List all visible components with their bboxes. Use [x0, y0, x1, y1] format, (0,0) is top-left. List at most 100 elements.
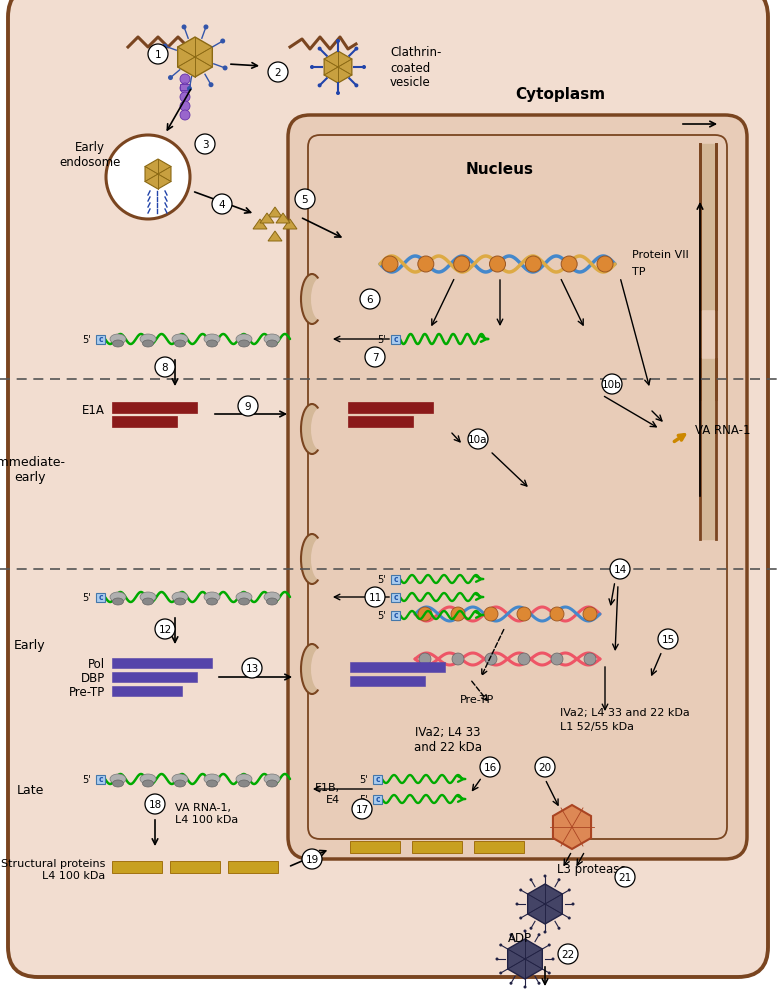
Ellipse shape: [110, 592, 126, 602]
Polygon shape: [508, 939, 542, 979]
Circle shape: [148, 45, 168, 65]
Circle shape: [318, 84, 322, 88]
Ellipse shape: [238, 598, 249, 605]
Circle shape: [195, 135, 215, 155]
Ellipse shape: [206, 780, 217, 787]
Polygon shape: [553, 805, 591, 849]
Circle shape: [558, 879, 561, 882]
Circle shape: [583, 607, 597, 621]
Ellipse shape: [110, 774, 126, 784]
Circle shape: [548, 943, 551, 946]
FancyBboxPatch shape: [412, 841, 462, 853]
Circle shape: [295, 190, 315, 210]
Circle shape: [516, 903, 519, 906]
Ellipse shape: [264, 592, 280, 602]
Text: 4: 4: [219, 200, 225, 210]
Ellipse shape: [264, 774, 280, 784]
Circle shape: [530, 926, 533, 929]
Text: 5': 5': [359, 794, 368, 804]
FancyBboxPatch shape: [391, 575, 400, 583]
Text: VA RNA-1,
L4 100 kDa: VA RNA-1, L4 100 kDa: [175, 802, 238, 824]
Circle shape: [509, 933, 513, 936]
FancyBboxPatch shape: [112, 403, 197, 414]
FancyBboxPatch shape: [348, 416, 413, 427]
Circle shape: [182, 26, 186, 31]
Circle shape: [180, 75, 190, 84]
FancyBboxPatch shape: [96, 774, 105, 783]
Text: 10a: 10a: [468, 434, 488, 444]
Text: c: c: [375, 774, 380, 783]
Circle shape: [382, 256, 398, 272]
Circle shape: [451, 607, 465, 621]
Circle shape: [106, 136, 190, 220]
Text: Early: Early: [14, 638, 46, 651]
Circle shape: [561, 256, 577, 272]
Circle shape: [354, 48, 358, 52]
Text: 10b: 10b: [602, 380, 622, 390]
Polygon shape: [283, 220, 297, 230]
Ellipse shape: [172, 335, 188, 345]
Circle shape: [163, 45, 167, 50]
Circle shape: [238, 397, 258, 416]
FancyBboxPatch shape: [112, 672, 197, 682]
Ellipse shape: [311, 409, 329, 450]
Circle shape: [495, 957, 499, 960]
Text: Cytoplasm: Cytoplasm: [515, 87, 605, 102]
Text: Clathrin-
coated
vesicle: Clathrin- coated vesicle: [390, 47, 442, 89]
Polygon shape: [260, 214, 274, 224]
FancyBboxPatch shape: [348, 403, 433, 414]
Text: Pol: Pol: [88, 657, 105, 670]
Circle shape: [602, 375, 622, 395]
FancyBboxPatch shape: [391, 592, 400, 602]
Text: 19: 19: [305, 854, 319, 864]
Circle shape: [584, 653, 596, 665]
Circle shape: [551, 653, 563, 665]
Circle shape: [223, 67, 227, 72]
Circle shape: [538, 982, 541, 985]
Circle shape: [352, 799, 372, 819]
Circle shape: [155, 358, 175, 378]
Circle shape: [362, 66, 366, 70]
Ellipse shape: [236, 335, 252, 345]
Polygon shape: [527, 884, 562, 924]
Circle shape: [203, 26, 209, 31]
Circle shape: [452, 653, 464, 665]
Ellipse shape: [112, 780, 124, 787]
Ellipse shape: [266, 598, 277, 605]
Text: 5': 5': [359, 774, 368, 784]
Circle shape: [155, 619, 175, 639]
Circle shape: [552, 957, 555, 960]
Circle shape: [145, 794, 165, 814]
Circle shape: [302, 849, 322, 869]
Text: 21: 21: [619, 872, 632, 882]
FancyBboxPatch shape: [474, 841, 524, 853]
Text: Pre-TP: Pre-TP: [69, 685, 105, 698]
FancyBboxPatch shape: [112, 861, 162, 873]
Circle shape: [499, 971, 502, 974]
Text: ADP: ADP: [508, 930, 532, 943]
FancyBboxPatch shape: [391, 611, 400, 620]
Ellipse shape: [206, 598, 217, 605]
FancyBboxPatch shape: [373, 774, 382, 783]
Circle shape: [365, 587, 385, 607]
Circle shape: [489, 256, 506, 272]
Circle shape: [518, 653, 530, 665]
Circle shape: [354, 84, 358, 88]
Text: 18: 18: [148, 799, 161, 809]
Text: TP: TP: [632, 266, 646, 276]
Ellipse shape: [110, 335, 126, 345]
Ellipse shape: [112, 598, 124, 605]
Ellipse shape: [311, 648, 329, 690]
Ellipse shape: [301, 644, 323, 694]
Text: c: c: [98, 592, 103, 602]
FancyBboxPatch shape: [373, 794, 382, 804]
Text: 17: 17: [355, 804, 368, 814]
Circle shape: [530, 879, 533, 882]
Ellipse shape: [301, 405, 323, 454]
Text: IVa2; L4 33 and 22 kDa
L1 52/55 kDa: IVa2; L4 33 and 22 kDa L1 52/55 kDa: [560, 708, 689, 731]
FancyBboxPatch shape: [112, 686, 182, 697]
Circle shape: [468, 429, 488, 449]
Circle shape: [310, 66, 314, 70]
Circle shape: [365, 348, 385, 368]
Polygon shape: [268, 208, 282, 218]
